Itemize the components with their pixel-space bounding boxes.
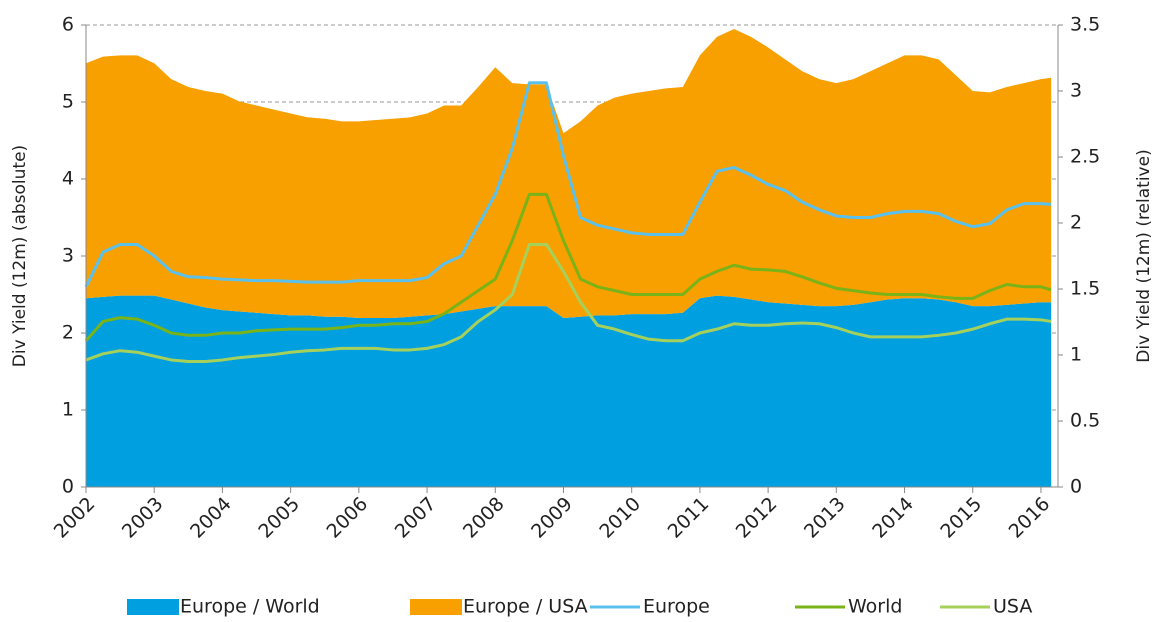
y2-tick-label: 1	[1070, 344, 1082, 366]
y-tick-label: 3	[62, 245, 74, 267]
x-tick-label: 2010	[595, 493, 645, 543]
y2-tick-label: 2	[1070, 212, 1082, 234]
x-tick-label: 2012	[732, 493, 782, 543]
x-tick-label: 2016	[1005, 493, 1055, 543]
y-tick-label: 2	[62, 322, 74, 344]
x-tick-label: 2002	[50, 493, 100, 543]
y-tick-label: 5	[62, 91, 74, 113]
x-tick-label: 2007	[391, 493, 441, 543]
legend-label: Europe / World	[180, 596, 320, 618]
legend-swatch	[410, 599, 462, 615]
y-tick-label: 1	[62, 399, 74, 421]
y2-tick-label: 0.5	[1070, 410, 1100, 432]
y2-tick-label: 3.5	[1070, 14, 1100, 36]
x-tick-label: 2009	[527, 493, 577, 543]
x-tick-label: 2003	[118, 493, 168, 543]
x-tick-label: 2005	[254, 493, 304, 543]
line	[84, 81, 1052, 288]
y2-tick-label: 2.5	[1070, 146, 1100, 168]
x-tick-label: 2006	[323, 493, 373, 543]
x-tick-label: 2008	[459, 493, 509, 543]
y-tick-label: 6	[62, 14, 74, 36]
x-tick-label: 2015	[936, 493, 986, 543]
y2-tick-label: 0	[1070, 476, 1082, 498]
line	[84, 192, 1052, 342]
y-tick-label: 4	[62, 168, 74, 190]
area	[86, 295, 1052, 487]
y-axis-title: Div Yield (12m) (absolute)	[10, 145, 30, 367]
legend-label: World	[848, 596, 902, 618]
x-tick-label: 2004	[186, 493, 236, 543]
line	[85, 242, 1052, 363]
x-tick-label: 2011	[664, 493, 714, 543]
y2-tick-label: 3	[1070, 80, 1082, 102]
x-tick-label: 2013	[800, 493, 850, 543]
legend-label: Europe / USA	[463, 596, 588, 618]
y2-tick-label: 1.5	[1070, 278, 1100, 300]
x-tick-label: 2014	[868, 493, 918, 543]
legend-swatch	[127, 599, 179, 615]
legend-label: Europe	[643, 596, 710, 618]
y2-axis-title: Div Yield (12m) (relative)	[1134, 149, 1154, 362]
y-tick-label: 0	[62, 476, 74, 498]
legend-label: USA	[993, 596, 1032, 618]
